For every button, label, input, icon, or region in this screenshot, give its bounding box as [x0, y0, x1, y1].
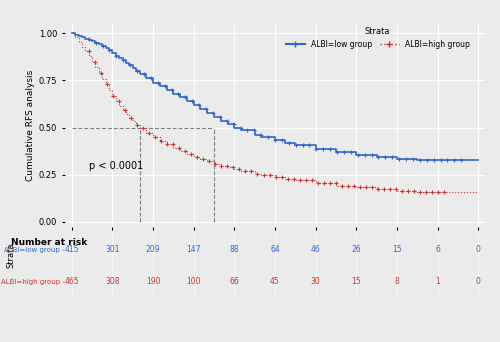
- Text: 147: 147: [186, 245, 201, 254]
- Text: 30: 30: [311, 277, 320, 286]
- Text: 6: 6: [435, 245, 440, 254]
- Text: 0: 0: [476, 245, 480, 254]
- Text: 66: 66: [230, 277, 239, 286]
- Y-axis label: Cumulative RFS analysis: Cumulative RFS analysis: [26, 70, 35, 181]
- Text: 45: 45: [270, 277, 280, 286]
- Text: 0: 0: [476, 277, 480, 286]
- Text: 308: 308: [105, 277, 120, 286]
- Text: ALBI=low group -: ALBI=low group -: [4, 247, 65, 253]
- Text: ALBI=high group -: ALBI=high group -: [1, 279, 65, 285]
- Text: 190: 190: [146, 277, 160, 286]
- Text: 415: 415: [64, 245, 79, 254]
- Text: Strata: Strata: [6, 242, 16, 268]
- Text: 8: 8: [394, 277, 400, 286]
- Text: 209: 209: [146, 245, 160, 254]
- Text: 465: 465: [64, 277, 79, 286]
- Text: 301: 301: [105, 245, 120, 254]
- Text: 100: 100: [186, 277, 201, 286]
- Text: p < 0.0001: p < 0.0001: [88, 161, 143, 171]
- Text: 88: 88: [230, 245, 239, 254]
- Text: 46: 46: [311, 245, 320, 254]
- Text: 15: 15: [392, 245, 402, 254]
- Text: 26: 26: [352, 245, 361, 254]
- Text: 1: 1: [435, 277, 440, 286]
- Text: 64: 64: [270, 245, 280, 254]
- Legend: ALBI=low group, ALBI=high group: ALBI=low group, ALBI=high group: [282, 24, 473, 52]
- Text: Number at risk: Number at risk: [11, 238, 87, 247]
- Text: 15: 15: [352, 277, 361, 286]
